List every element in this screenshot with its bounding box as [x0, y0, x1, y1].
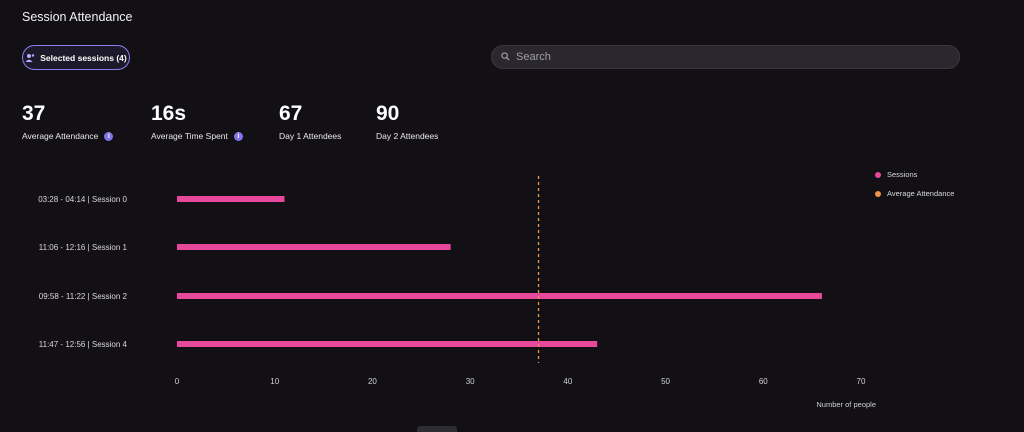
search-icon [501, 48, 510, 66]
info-icon[interactable]: i [233, 131, 243, 141]
x-tick-label: 50 [661, 377, 670, 386]
search-input[interactable] [516, 51, 936, 63]
info-icon[interactable]: i [104, 131, 114, 141]
x-tick-label: 30 [466, 377, 475, 386]
stat-label: Average Time Spent [151, 131, 228, 141]
session-bar[interactable] [177, 341, 598, 347]
stat-label: Day 2 Attendees [376, 131, 439, 141]
stat-day1-attendees: 67 Day 1 Attendees [279, 102, 341, 141]
session-bar[interactable] [177, 293, 822, 299]
stat-value: 90 [376, 102, 400, 125]
category-label: 11:47 - 12:56 | Session 4 [39, 340, 128, 349]
selected-sessions-button[interactable]: Selected sessions (4) [22, 45, 130, 70]
x-tick-label: 10 [270, 377, 279, 386]
search-bar[interactable] [491, 45, 960, 69]
stat-average-attendance: 37 Average Attendance i [22, 102, 114, 141]
x-tick-label: 40 [563, 377, 572, 386]
legend-item-average-attendance[interactable]: Average Attendance [875, 189, 954, 198]
user-group-icon [25, 53, 35, 63]
category-label: 11:06 - 12:16 | Session 1 [39, 243, 128, 252]
stat-value: 37 [22, 102, 46, 125]
scroll-handle[interactable] [417, 426, 457, 432]
legend-item-sessions[interactable]: Sessions [875, 170, 954, 179]
selected-sessions-label: Selected sessions (4) [40, 52, 127, 63]
stat-label: Day 1 Attendees [279, 131, 342, 141]
x-tick-label: 0 [175, 377, 180, 386]
category-label: 09:58 - 11:22 | Session 2 [39, 292, 128, 301]
x-tick-label: 20 [368, 377, 377, 386]
stat-value: 67 [279, 102, 303, 125]
legend-label: Sessions [887, 170, 918, 179]
page-title: Session Attendance [22, 10, 133, 24]
x-axis-title: Number of people [816, 400, 876, 409]
stat-average-time-spent: 16s Average Time Spent i [151, 102, 243, 141]
legend-swatch [875, 190, 881, 197]
stat-day2-attendees: 90 Day 2 Attendees [376, 102, 438, 141]
stat-value: 16s [151, 102, 187, 125]
legend-swatch [875, 171, 881, 178]
category-label: 03:28 - 04:14 | Session 0 [38, 195, 127, 204]
legend-label: Average Attendance [887, 189, 955, 198]
x-tick-label: 60 [759, 377, 768, 386]
chart-legend: Sessions Average Attendance [875, 170, 954, 208]
stat-label: Average Attendance [22, 131, 99, 141]
session-bar[interactable] [177, 244, 451, 250]
session-bar[interactable] [177, 196, 285, 202]
x-tick-label: 70 [857, 377, 866, 386]
